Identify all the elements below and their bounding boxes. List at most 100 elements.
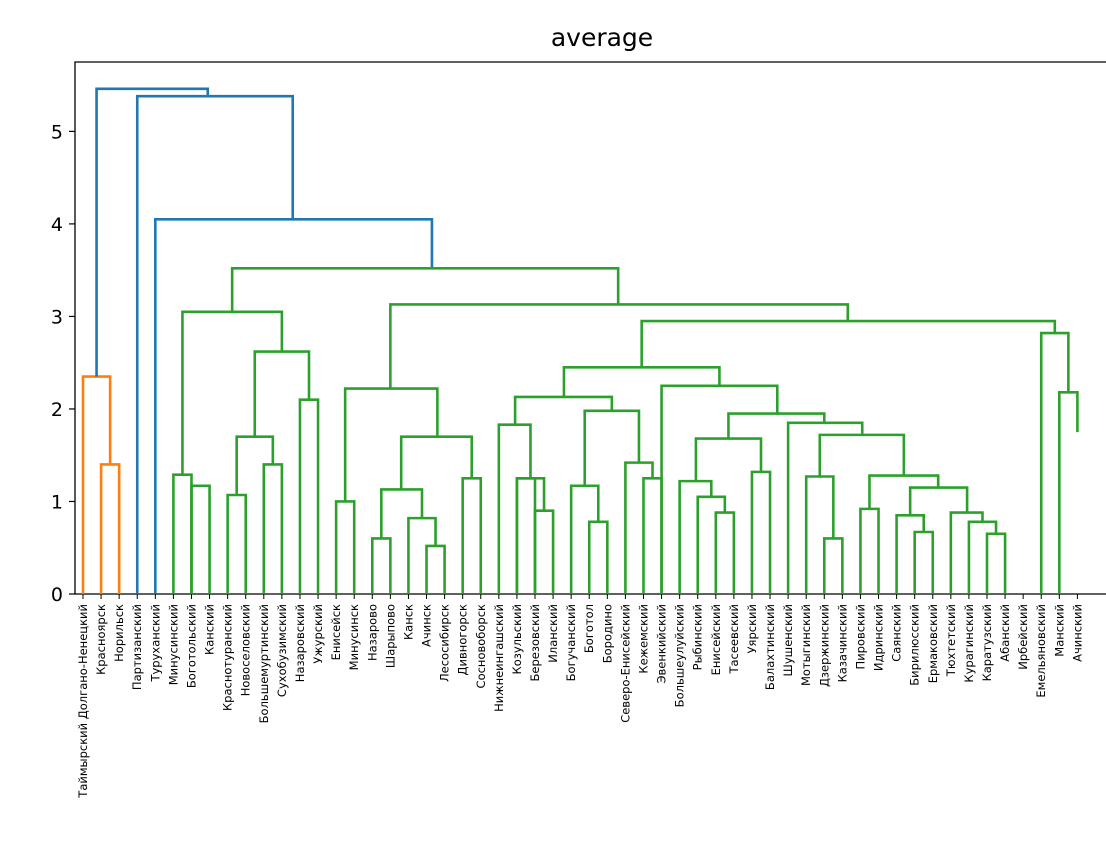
leaf-label: Краснотуранский bbox=[221, 604, 235, 711]
leaf-label: Новоселовский bbox=[239, 604, 253, 696]
dendrogram-link bbox=[818, 433, 906, 477]
leaf-label: Шушенский bbox=[781, 604, 795, 676]
dendrogram-link bbox=[859, 507, 880, 594]
y-tick-label: 4 bbox=[51, 214, 63, 236]
dendrogram-link bbox=[226, 493, 248, 594]
leaf-label: Сосновоборск bbox=[474, 604, 488, 689]
leaf-label: Ирбейский bbox=[1016, 604, 1030, 670]
dendrogram-link bbox=[533, 509, 555, 594]
leaf-label: Ермаковский bbox=[926, 604, 940, 683]
leaf-label: Емельяновский bbox=[1034, 604, 1048, 698]
dendrogram-link bbox=[949, 511, 984, 594]
dendrogram-link bbox=[181, 310, 284, 475]
dendrogram-link bbox=[399, 435, 474, 490]
leaf-label: Богучанский bbox=[564, 604, 578, 681]
leaf-label: Боготол bbox=[582, 604, 596, 653]
leaf-label: Ужурский bbox=[311, 604, 325, 664]
leaf-label: Ачинск bbox=[420, 604, 434, 647]
dendrogram-link bbox=[868, 474, 940, 509]
chart-title: average bbox=[551, 23, 653, 52]
leaf-labels: Таймырский Долгано-Ненецкий Красноярск Нор… bbox=[76, 594, 1084, 799]
leaf-label: Идринский bbox=[872, 604, 886, 671]
leaf-label: Северо-Енисейский bbox=[618, 604, 632, 723]
leaf-label: Березовский bbox=[528, 604, 542, 682]
dendrogram-link bbox=[985, 532, 1007, 594]
leaf-label: Нижнеингашский bbox=[492, 604, 506, 712]
dendrogram-link bbox=[230, 267, 620, 312]
leaf-label: Козульский bbox=[510, 604, 524, 674]
dendrogram-link bbox=[640, 319, 1057, 368]
dendrogram-link bbox=[562, 366, 721, 397]
leaf-label: Боготольский bbox=[184, 604, 198, 688]
dendrogram-link bbox=[804, 475, 835, 594]
y-tick-label: 5 bbox=[51, 121, 63, 143]
dendrogram-link bbox=[1058, 391, 1079, 594]
dendrogram-link bbox=[750, 470, 772, 594]
y-tick-label: 0 bbox=[51, 584, 63, 606]
leaf-label: Сухобузимский bbox=[275, 604, 289, 697]
leaf-label: Манский bbox=[1052, 604, 1066, 657]
dendrogram-link bbox=[642, 477, 663, 594]
leaf-label: Енисейск bbox=[329, 604, 343, 660]
dendrogram-link bbox=[334, 500, 356, 594]
leaf-label: Иланский bbox=[546, 604, 560, 663]
dendrogram-link bbox=[587, 520, 609, 594]
leaf-label: Уярский bbox=[745, 604, 759, 653]
y-tick-label: 2 bbox=[51, 399, 63, 421]
leaf-label: Абанский bbox=[998, 604, 1012, 662]
dendrogram-link bbox=[714, 511, 736, 594]
dendrogram-link bbox=[913, 530, 935, 594]
dendrogram-link bbox=[908, 486, 969, 516]
dendrogram-link bbox=[461, 477, 483, 594]
leaf-label: Ачинский bbox=[1070, 604, 1084, 662]
leaf-label: Тасеевский bbox=[727, 604, 741, 675]
dendrogram-link bbox=[298, 398, 320, 594]
dendrogram-link bbox=[569, 484, 600, 594]
dendrogram-link bbox=[380, 488, 424, 539]
leaf-label: Назарово bbox=[365, 604, 379, 661]
y-tick-label: 1 bbox=[51, 491, 63, 513]
dendrogram-link bbox=[81, 375, 112, 594]
leaf-label: Енисейский bbox=[709, 604, 723, 675]
leaf-label: Дивногорск bbox=[456, 604, 470, 675]
dendrogram-link bbox=[154, 217, 434, 594]
dendrogram-link bbox=[407, 516, 437, 594]
dendrogram-link bbox=[235, 435, 275, 496]
dendrogram-link bbox=[95, 87, 210, 377]
dendrogram-link bbox=[262, 463, 284, 594]
leaf-label: Канский bbox=[203, 604, 217, 655]
leaf-label: Минусинский bbox=[166, 604, 180, 685]
dendrogram-link bbox=[370, 537, 392, 594]
leaf-label: Саянский bbox=[890, 604, 904, 662]
y-axis: 0 1 2 3 4 5 bbox=[51, 121, 75, 606]
leaf-label: Норильск bbox=[112, 604, 126, 662]
leaf-label: Красноярск bbox=[94, 604, 108, 675]
leaf-label: Туруханский bbox=[148, 604, 162, 683]
leaf-label: Шарыпово bbox=[383, 604, 397, 668]
leaf-label: Назаровский bbox=[293, 604, 307, 682]
leaf-label: Мотыгинский bbox=[799, 604, 813, 686]
dendrogram-link bbox=[515, 477, 537, 594]
leaf-label: Балахтинский bbox=[763, 604, 777, 690]
leaf-label: Бородино bbox=[600, 604, 614, 663]
dendrogram-link bbox=[624, 461, 654, 594]
dendrogram-link bbox=[99, 463, 121, 594]
dendrogram-link bbox=[172, 473, 193, 594]
dendrogram-link bbox=[822, 537, 844, 594]
leaf-label: Большеулуйский bbox=[673, 604, 687, 707]
dendrogram-link bbox=[497, 423, 532, 594]
dendrogram-link bbox=[425, 544, 446, 594]
leaf-label: Казачинский bbox=[835, 604, 849, 682]
leaf-label: Пировский bbox=[853, 604, 867, 669]
leaf-label: Таймырский Долгано-Ненецкий bbox=[76, 604, 90, 799]
dendrogram-link bbox=[1039, 331, 1070, 594]
leaf-label: Каратузский bbox=[980, 604, 994, 681]
leaf-label: Дзержинский bbox=[817, 604, 831, 687]
y-tick-label: 3 bbox=[51, 306, 63, 328]
leaf-label: Партизанский bbox=[130, 604, 144, 690]
dendrogram-link bbox=[727, 412, 826, 439]
dendrogram-links bbox=[81, 87, 1079, 594]
dendrogram-link bbox=[190, 484, 211, 594]
leaf-label: Рыбинский bbox=[691, 604, 705, 670]
